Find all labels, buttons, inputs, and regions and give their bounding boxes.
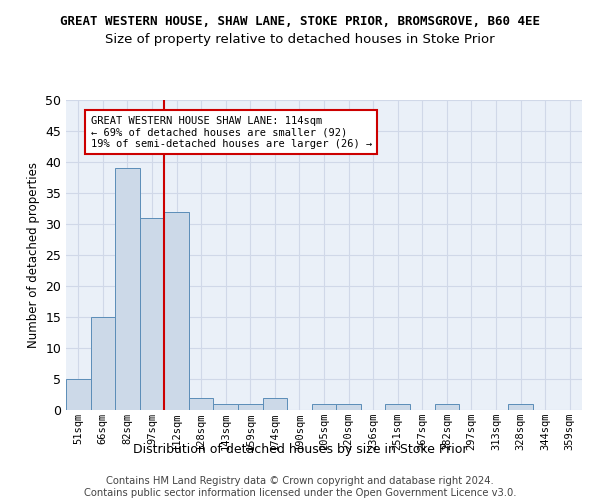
Text: Contains HM Land Registry data © Crown copyright and database right 2024.
Contai: Contains HM Land Registry data © Crown c… [84, 476, 516, 498]
Bar [115, 168, 140, 410]
Text: Size of property relative to detached houses in Stoke Prior: Size of property relative to detached ho… [105, 32, 495, 46]
Bar [508, 404, 533, 410]
Bar [336, 404, 361, 410]
Bar [91, 317, 115, 410]
Bar [263, 398, 287, 410]
Y-axis label: Number of detached properties: Number of detached properties [26, 162, 40, 348]
Text: GREAT WESTERN HOUSE, SHAW LANE, STOKE PRIOR, BROMSGROVE, B60 4EE: GREAT WESTERN HOUSE, SHAW LANE, STOKE PR… [60, 15, 540, 28]
Text: GREAT WESTERN HOUSE SHAW LANE: 114sqm
← 69% of detached houses are smaller (92)
: GREAT WESTERN HOUSE SHAW LANE: 114sqm ← … [91, 116, 372, 148]
Bar [164, 212, 189, 410]
Bar [214, 404, 238, 410]
Bar [238, 404, 263, 410]
Bar [434, 404, 459, 410]
Text: Distribution of detached houses by size in Stoke Prior: Distribution of detached houses by size … [133, 442, 467, 456]
Bar [140, 218, 164, 410]
Bar [312, 404, 336, 410]
Bar [385, 404, 410, 410]
Bar [66, 379, 91, 410]
Bar [189, 398, 214, 410]
